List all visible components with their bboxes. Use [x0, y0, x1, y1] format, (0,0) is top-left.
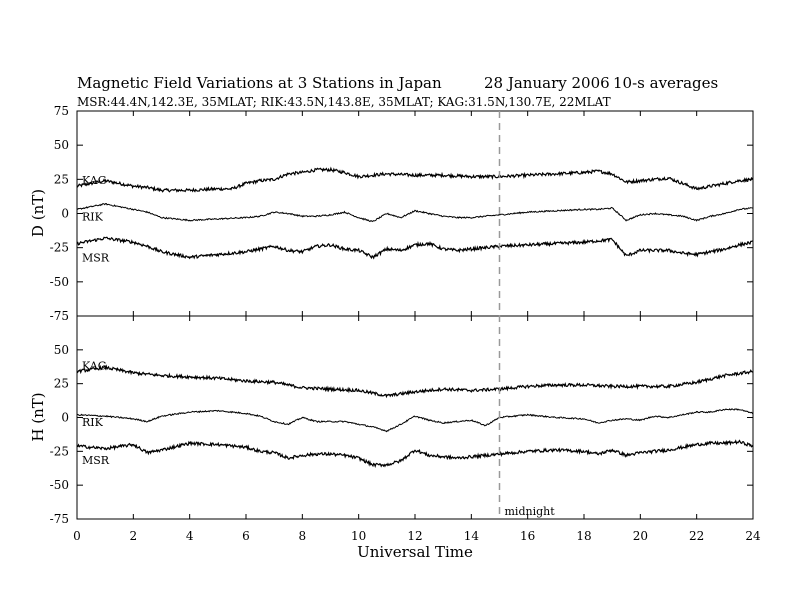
x-tick-label: 2 [130, 529, 138, 543]
x-tick-label: 16 [520, 529, 535, 543]
series-label-msr: MSR [82, 252, 110, 265]
y-tick-label: 50 [54, 138, 69, 152]
chart-date: 28 January 2006 [484, 74, 610, 92]
y-tick-label: -75 [50, 512, 69, 526]
x-tick-label: 20 [633, 529, 648, 543]
x-tick-label: 0 [73, 529, 81, 543]
x-axis-label: Universal Time [357, 543, 473, 561]
y-tick-label: 25 [54, 377, 69, 391]
panel-h: H (nT) 50 25 0 -25 -50 -75 KAG RIK MSR [29, 315, 754, 526]
x-tick-label: 8 [299, 529, 307, 543]
x-tick-label: 24 [745, 529, 761, 543]
y-tick-label: -50 [50, 478, 69, 492]
series-label-rik: RIK [82, 416, 104, 429]
series-line-rik [76, 408, 754, 433]
x-axis: 0 2 4 6 8 10 12 14 16 18 20 22 24 [73, 529, 761, 543]
y-tick-label: 75 [54, 104, 69, 118]
x-tick-label: 12 [407, 529, 422, 543]
y-tick-label: 0 [61, 207, 69, 221]
x-tick-label: 6 [242, 529, 250, 543]
x-tick-label: 22 [689, 529, 704, 543]
x-tick-label: 18 [576, 529, 591, 543]
series-label-kag: KAG [82, 174, 107, 187]
y-tick-label: 25 [54, 172, 69, 186]
chart-title: Magnetic Field Variations at 3 Stations … [77, 74, 442, 92]
series-line-kag [76, 166, 754, 193]
series-line-msr [76, 236, 754, 260]
y-tick-label: 50 [54, 343, 69, 357]
y-tick-label: -75 [50, 309, 69, 323]
panel-d: D (nT) 75 50 25 0 -25 -50 -75 KAG RIK MSR [29, 104, 754, 323]
y-tick-label: -50 [50, 275, 69, 289]
y-tick-label: 0 [61, 411, 69, 425]
series-line-msr [76, 439, 754, 468]
x-tick-label: 4 [186, 529, 194, 543]
x-tick-label: 10 [351, 529, 366, 543]
series-label-kag: KAG [82, 359, 107, 372]
y-tick-label: -25 [50, 241, 69, 255]
midnight-label: midnight [505, 505, 556, 518]
series-line-rik [76, 203, 754, 223]
x-tick-label: 14 [464, 529, 480, 543]
y-tick-label: -25 [50, 444, 69, 458]
chart-averaging: 10-s averages [613, 74, 718, 92]
panel-h-ylabel: H (nT) [29, 392, 47, 441]
series-label-rik: RIK [82, 210, 104, 223]
chart-subtitle: MSR:44.4N,142.3E, 35MLAT; RIK:43.5N,143.… [77, 95, 611, 109]
series-line-kag [76, 364, 754, 399]
series-label-msr: MSR [82, 454, 110, 467]
panel-d-ylabel: D (nT) [29, 189, 47, 237]
